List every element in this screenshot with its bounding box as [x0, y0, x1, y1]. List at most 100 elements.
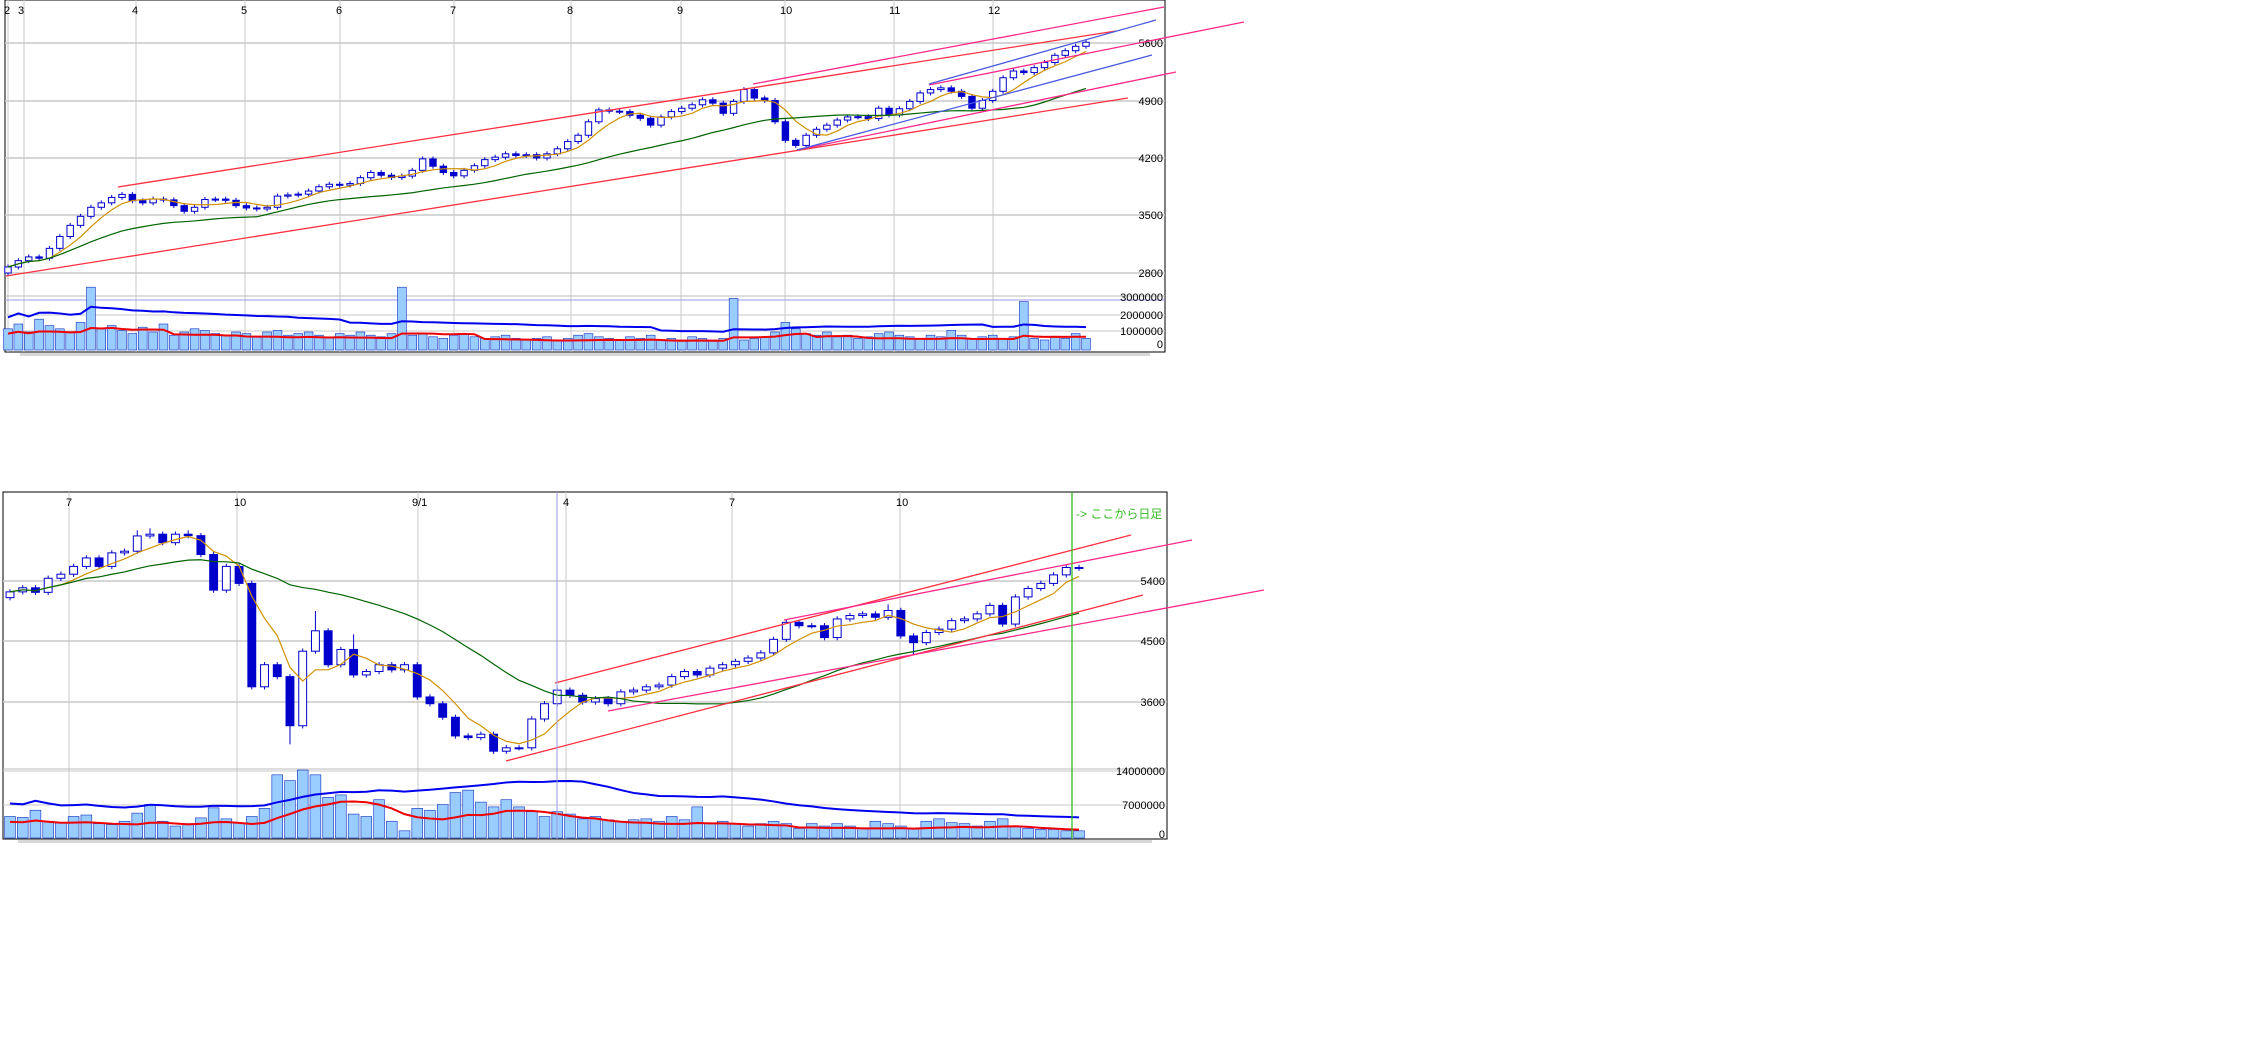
volume-bar [936, 336, 946, 351]
candle-body [43, 577, 53, 593]
candle [1009, 68, 1018, 81]
candle-body [97, 202, 106, 208]
candle-body [678, 107, 686, 113]
candle [196, 533, 206, 558]
candle [323, 628, 333, 668]
volume-tick-label: 14000000 [1116, 766, 1165, 778]
candle-body [692, 671, 702, 676]
candle [769, 636, 779, 656]
candle-body [489, 733, 499, 752]
candle-body [807, 625, 817, 628]
candle-body [81, 557, 91, 567]
candle-body [221, 565, 231, 591]
volume-bar [34, 318, 44, 351]
x-tick-label: 12 [988, 5, 1000, 17]
candle [491, 154, 499, 163]
candle-body [158, 533, 168, 544]
candle-body [864, 116, 873, 120]
volume-bar [728, 298, 739, 351]
volume-tick-label: 1000000 [1120, 326, 1163, 338]
volume-bar [449, 334, 459, 351]
candle [56, 234, 64, 251]
volume-bar [169, 825, 182, 839]
candle [211, 196, 220, 202]
candle [698, 97, 707, 108]
candle-body [4, 266, 12, 274]
volume-bar [594, 336, 604, 351]
candle-body [335, 183, 344, 186]
candle-body [400, 664, 409, 671]
volume-bar [334, 333, 345, 351]
volume-bar [182, 823, 194, 839]
volume-bar [573, 334, 583, 351]
volume-bar [386, 820, 398, 839]
plot-frame [4, 0, 1166, 353]
volume-bar [971, 825, 983, 839]
candle [273, 193, 282, 210]
volume-bar [296, 769, 309, 839]
candle [425, 694, 435, 707]
volume-bar [742, 825, 754, 839]
candle-body [425, 696, 435, 705]
volume-bar [956, 334, 967, 351]
volume-bar [718, 338, 728, 351]
candle [221, 563, 231, 593]
candle-body [69, 565, 79, 575]
candle-body [196, 535, 206, 556]
candle-body [5, 591, 15, 599]
candle-body [574, 134, 582, 143]
candle-body [325, 183, 334, 188]
x-tick-label: 3 [18, 5, 24, 17]
moving-average-long [7, 87, 1087, 268]
candle [107, 550, 117, 570]
volume-bar [869, 820, 882, 839]
candle [43, 575, 53, 595]
price-tick-label: 2800 [1139, 268, 1163, 280]
candle-body [463, 735, 473, 739]
candle-body [565, 689, 575, 696]
candle-body [590, 698, 600, 703]
candle [501, 745, 511, 754]
candle-body [190, 206, 199, 212]
candle-body [584, 121, 593, 136]
volume-bar [759, 336, 770, 351]
candle-body [180, 205, 188, 212]
volume-bar [1050, 336, 1060, 351]
volume-bar [438, 338, 449, 351]
candle [1030, 65, 1038, 76]
candle [412, 662, 422, 700]
candle-body [349, 648, 359, 676]
volume-bar [1009, 825, 1022, 839]
volume-bar [666, 816, 678, 839]
candle [947, 618, 957, 632]
candle [120, 548, 129, 556]
candle-body [491, 156, 499, 161]
candle [823, 122, 831, 132]
candle [1071, 43, 1080, 54]
candle-body [120, 550, 129, 554]
volume-bar [189, 328, 200, 351]
candle [807, 623, 817, 629]
candle [247, 580, 257, 690]
volume-bar [131, 812, 143, 839]
x-tick-label: 4 [563, 497, 569, 509]
volume-bar [117, 330, 127, 351]
candle [896, 607, 906, 639]
volume-bar [1008, 336, 1019, 351]
horizontal-scrollbar[interactable] [20, 353, 1150, 356]
volume-bar [24, 331, 34, 351]
volume-bar [179, 331, 189, 351]
candle [450, 714, 460, 739]
candle-body [87, 206, 95, 217]
volume-bar [818, 825, 831, 839]
candle [750, 87, 759, 101]
horizontal-scrollbar[interactable] [18, 840, 1152, 843]
volume-bar [998, 338, 1008, 351]
candle-body [972, 613, 982, 620]
candle [69, 563, 79, 577]
volume-bar [1060, 338, 1070, 351]
candle [988, 88, 997, 103]
candle-body [870, 613, 880, 618]
volume-bar [831, 823, 843, 839]
volume-bar [716, 820, 729, 839]
